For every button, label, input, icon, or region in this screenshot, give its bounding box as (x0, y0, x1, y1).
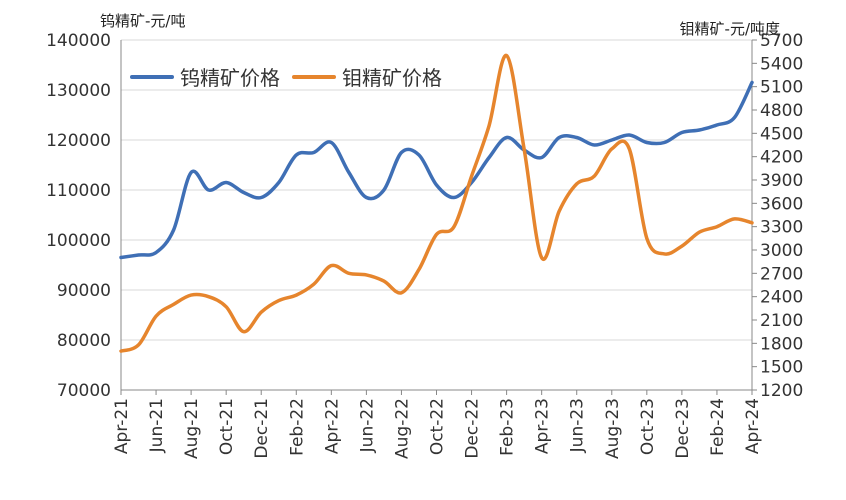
y-left-tick-label: 90000 (57, 281, 111, 301)
left-axis-unit-label: 钨精矿-元/吨 (100, 12, 186, 30)
y-right-tick-label: 2400 (760, 288, 803, 308)
right-axis-unit-label: 钼精矿-元/吨度 (679, 20, 780, 38)
x-tick-label: Jun-22 (357, 398, 377, 453)
y-right-tick-label: 3900 (760, 171, 803, 191)
x-tick-label: Jun-23 (568, 398, 588, 453)
legend-item-molybdenum: 钼精矿价格 (292, 62, 442, 91)
x-tick-label: Apr-24 (743, 398, 763, 454)
y-left-tick-label: 100000 (46, 231, 111, 251)
y-right-tick-label: 3300 (760, 218, 803, 238)
y-left-tick-label: 80000 (57, 331, 111, 351)
y-left-tick-label: 130000 (46, 81, 111, 101)
y-right-tick-label: 5400 (760, 54, 803, 74)
x-tick-label: Apr-22 (322, 398, 342, 454)
x-tick-label: Aug-21 (182, 398, 202, 459)
x-tick-label: Oct-23 (638, 398, 658, 455)
y-left-tick-label: 120000 (46, 131, 111, 151)
x-tick-label: Aug-23 (603, 398, 623, 459)
y-right-tick-label: 1800 (760, 334, 803, 354)
x-tick-label: Jun-21 (147, 398, 167, 453)
x-tick-label: Feb-24 (708, 398, 728, 456)
legend-label-tungsten: 钨精矿价格 (180, 66, 280, 90)
x-tick-label: Apr-21 (112, 398, 132, 454)
x-tick-label: Oct-21 (217, 398, 237, 455)
x-tick-label: Aug-22 (392, 398, 412, 459)
legend-item-tungsten: 钨精矿价格 (130, 62, 280, 91)
y-right-tick-label: 4200 (760, 148, 803, 168)
y-right-tick-label: 5100 (760, 78, 803, 98)
x-tick-label: Dec-22 (463, 398, 483, 459)
y-right-tick-label: 4800 (760, 101, 803, 121)
y-left-tick-label: 140000 (46, 31, 111, 51)
y-right-tick-label: 2700 (760, 264, 803, 284)
x-tick-label: Feb-22 (287, 398, 307, 456)
y-right-tick-label: 2100 (760, 311, 803, 331)
legend-swatch-tungsten (130, 74, 174, 79)
y-right-tick-label: 1200 (760, 381, 803, 401)
x-tick-label: Oct-22 (428, 398, 448, 455)
legend-label-molybdenum: 钼精矿价格 (342, 66, 442, 90)
y-right-tick-label: 3000 (760, 241, 803, 261)
x-tick-label: Feb-23 (498, 398, 518, 456)
y-right-tick-label: 5700 (760, 31, 803, 51)
y-right-tick-label: 3600 (760, 194, 803, 214)
x-tick-label: Apr-23 (533, 398, 553, 454)
x-tick-label: Dec-21 (252, 398, 272, 459)
legend-swatch-molybdenum (292, 74, 336, 79)
series-line-tungsten (119, 80, 754, 260)
x-tick-label: Dec-23 (673, 398, 693, 459)
y-right-tick-label: 4500 (760, 124, 803, 144)
y-left-tick-label: 110000 (46, 181, 111, 201)
y-right-tick-label: 1500 (760, 358, 803, 378)
series-line-molybdenum (119, 53, 754, 353)
y-left-tick-label: 70000 (57, 381, 111, 401)
